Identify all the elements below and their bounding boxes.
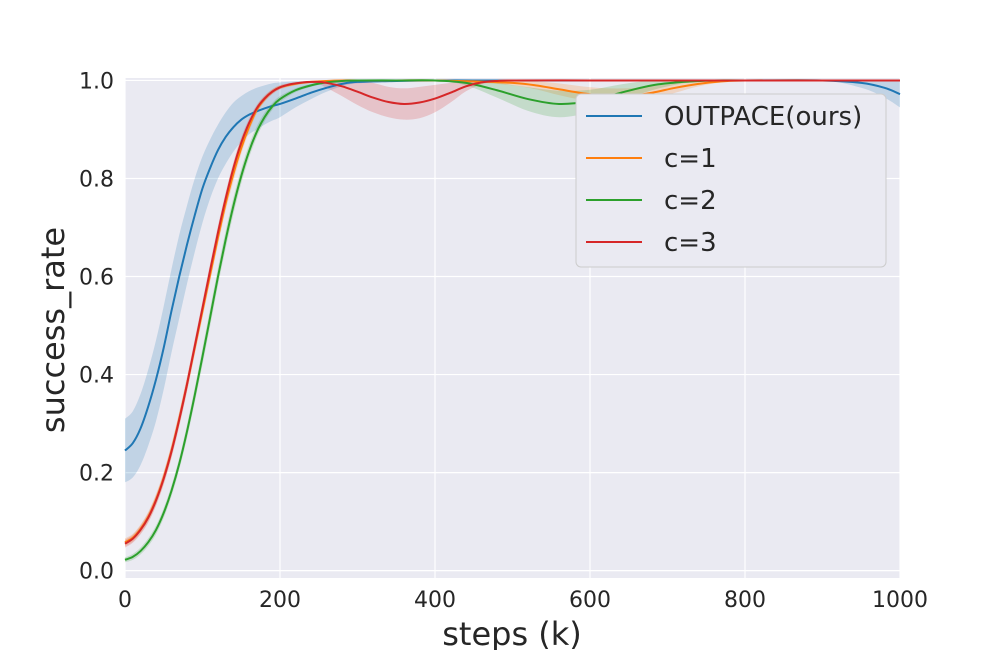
x-tick-label: 200: [259, 588, 301, 613]
x-tick-labels: 0 200 400 600 800 1000: [118, 588, 928, 613]
x-tick-label: 0: [118, 588, 132, 613]
y-axis-label: success_rate: [34, 227, 72, 433]
y-tick-label: 1.0: [79, 69, 114, 94]
x-tick-label: 1000: [872, 588, 928, 613]
x-axis-label: steps (k): [442, 615, 582, 650]
y-tick-label: 0.4: [79, 364, 114, 389]
x-tick-label: 800: [724, 588, 766, 613]
legend-label-c-3: c=3: [664, 228, 717, 258]
legend-label-outpace-ours: OUTPACE(ours): [664, 102, 862, 132]
y-tick-label: 0.2: [79, 462, 114, 487]
x-tick-label: 600: [569, 588, 611, 613]
y-tick-label: 0.8: [79, 167, 114, 192]
series-line-c-3: [124, 79, 900, 545]
legend-label-c-2: c=2: [664, 186, 717, 216]
y-tick-label: 0.6: [79, 266, 114, 291]
x-tick-label: 400: [414, 588, 456, 613]
legend: OUTPACE(ours) c=1 c=2 c=3: [575, 93, 887, 268]
y-tick-label: 0.0: [79, 560, 114, 585]
legend-box: [575, 93, 887, 268]
legend-label-c-1: c=1: [664, 144, 717, 174]
y-tick-labels: 0.0 0.2 0.4 0.6 0.8 1.0: [79, 69, 114, 584]
